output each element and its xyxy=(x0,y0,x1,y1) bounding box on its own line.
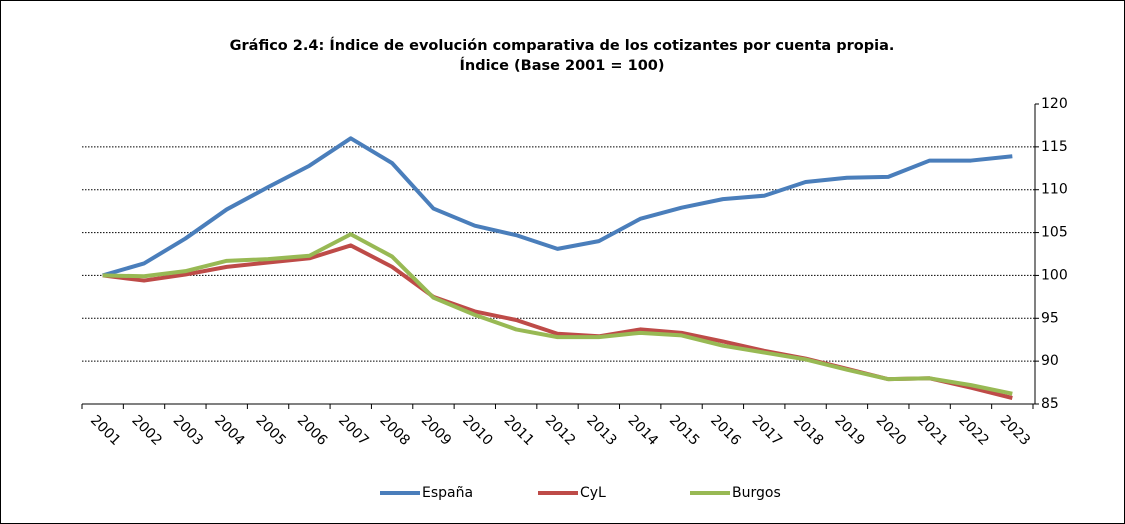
y-tick-label: 85 xyxy=(1041,396,1059,412)
y-tick-label: 90 xyxy=(1041,353,1059,369)
series-line xyxy=(102,232,1013,396)
y-tick-label: 115 xyxy=(1041,139,1068,155)
chart-title: Gráfico 2.4: Índice de evolución compara… xyxy=(230,37,895,54)
legend-label: España xyxy=(422,485,473,501)
legend-label: Burgos xyxy=(732,485,781,501)
y-tick-label: 105 xyxy=(1041,225,1068,241)
legend-label: CyL xyxy=(580,485,606,501)
series-line xyxy=(102,136,1013,278)
chart-subtitle: Índice (Base 2001 = 100) xyxy=(459,57,664,74)
y-tick-label: 120 xyxy=(1041,96,1068,112)
y-tick-label: 110 xyxy=(1041,182,1068,198)
y-tick-label: 100 xyxy=(1041,267,1068,283)
y-tick-label: 95 xyxy=(1041,310,1059,326)
